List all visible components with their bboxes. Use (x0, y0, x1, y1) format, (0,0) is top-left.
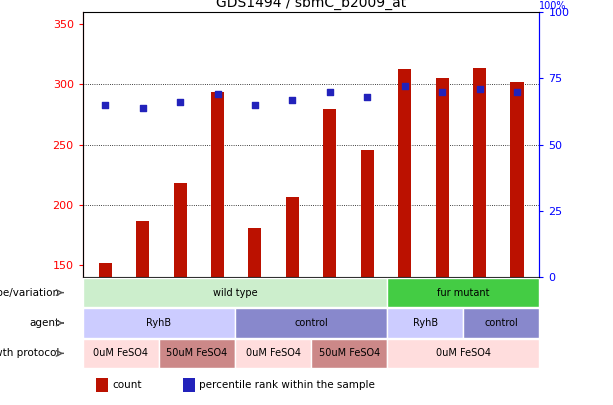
Point (287, 96, 297, 103)
Bar (463, 309, 539, 338)
Point (362, 94, 372, 100)
Bar (311, 339, 387, 368)
Text: RyhB: RyhB (413, 318, 438, 328)
Bar (173, 183, 186, 277)
Bar (511, 82, 524, 277)
Point (512, 89, 522, 95)
Bar (83, 278, 387, 307)
Text: genotype/variation: genotype/variation (0, 288, 59, 298)
Text: percentile rank within the sample: percentile rank within the sample (199, 380, 375, 390)
Bar (99, 263, 112, 277)
Point (437, 89, 447, 95)
Bar (286, 197, 299, 277)
Bar (136, 221, 149, 277)
Text: wild type: wild type (213, 288, 257, 298)
Text: control: control (294, 318, 328, 328)
Text: 0uM FeSO4: 0uM FeSO4 (93, 348, 148, 358)
Bar (387, 309, 463, 338)
Bar (96, 377, 108, 392)
Point (250, 102, 260, 108)
Bar (183, 377, 195, 392)
Bar (235, 339, 311, 368)
Text: 50uM FeSO4: 50uM FeSO4 (166, 348, 227, 358)
Point (213, 91, 223, 98)
Text: 0uM FeSO4: 0uM FeSO4 (246, 348, 300, 358)
Bar (387, 339, 539, 368)
Text: growth protocol: growth protocol (0, 348, 59, 358)
Bar (473, 68, 486, 277)
Point (325, 89, 335, 95)
Point (474, 86, 484, 92)
Point (400, 83, 409, 90)
Bar (159, 339, 235, 368)
Text: 50uM FeSO4: 50uM FeSO4 (319, 348, 380, 358)
Text: agent: agent (29, 318, 59, 328)
Title: GDS1494 / sbmC_b2009_at: GDS1494 / sbmC_b2009_at (216, 0, 406, 10)
Bar (211, 92, 224, 277)
Bar (323, 109, 337, 277)
Bar (360, 149, 374, 277)
Bar (235, 309, 387, 338)
Text: control: control (484, 318, 518, 328)
Bar (387, 278, 539, 307)
Text: count: count (112, 380, 142, 390)
Text: 100%: 100% (539, 1, 567, 11)
Bar (398, 69, 411, 277)
Bar (248, 228, 262, 277)
Point (101, 102, 110, 108)
Bar (83, 339, 159, 368)
Text: RyhB: RyhB (147, 318, 172, 328)
Bar (83, 309, 235, 338)
Point (138, 104, 148, 111)
Text: 0uM FeSO4: 0uM FeSO4 (436, 348, 491, 358)
Point (175, 99, 185, 106)
Text: fur mutant: fur mutant (437, 288, 490, 298)
Bar (436, 79, 449, 277)
